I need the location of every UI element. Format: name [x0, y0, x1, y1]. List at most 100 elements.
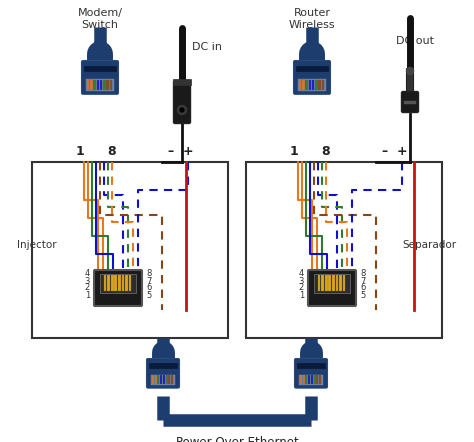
- Bar: [339, 275, 342, 291]
- Bar: [407, 68, 413, 96]
- FancyBboxPatch shape: [146, 358, 180, 388]
- Bar: [155, 375, 157, 384]
- Bar: [152, 375, 154, 384]
- Bar: [93, 80, 96, 90]
- Bar: [100, 274, 136, 293]
- Bar: [317, 375, 319, 384]
- Bar: [319, 80, 321, 90]
- Text: 3: 3: [85, 277, 90, 286]
- Text: 7: 7: [146, 277, 151, 286]
- Bar: [309, 80, 311, 90]
- Text: DC in: DC in: [192, 42, 222, 52]
- Bar: [97, 80, 99, 90]
- FancyBboxPatch shape: [82, 61, 118, 94]
- Bar: [314, 274, 350, 293]
- Text: 8: 8: [108, 145, 116, 158]
- Text: 1: 1: [85, 290, 90, 300]
- Bar: [315, 80, 318, 90]
- Bar: [336, 275, 338, 291]
- Bar: [122, 275, 124, 291]
- Circle shape: [177, 106, 186, 114]
- Text: 8: 8: [360, 270, 365, 278]
- Bar: [166, 375, 168, 384]
- Bar: [321, 275, 324, 291]
- Circle shape: [407, 68, 413, 75]
- Text: Injector: Injector: [17, 240, 56, 250]
- Bar: [319, 375, 321, 384]
- Bar: [328, 275, 331, 291]
- FancyBboxPatch shape: [401, 91, 419, 113]
- Bar: [246, 162, 442, 338]
- Text: +: +: [397, 145, 407, 158]
- Bar: [168, 375, 171, 384]
- Bar: [297, 363, 325, 368]
- Text: 2: 2: [299, 283, 304, 293]
- Bar: [160, 375, 162, 384]
- Text: 6: 6: [146, 283, 151, 293]
- Bar: [104, 275, 106, 291]
- Bar: [173, 79, 191, 85]
- Bar: [303, 375, 305, 384]
- Text: 8: 8: [146, 270, 151, 278]
- Text: 4: 4: [299, 270, 304, 278]
- Bar: [110, 80, 112, 90]
- Text: +: +: [182, 145, 193, 158]
- Text: –: –: [167, 145, 173, 158]
- Bar: [90, 80, 92, 90]
- Bar: [343, 275, 346, 291]
- Text: 1: 1: [76, 145, 84, 158]
- Bar: [114, 275, 117, 291]
- Text: 7: 7: [360, 277, 365, 286]
- FancyBboxPatch shape: [293, 61, 330, 94]
- Text: 6: 6: [360, 283, 365, 293]
- Bar: [298, 79, 326, 91]
- Bar: [302, 80, 304, 90]
- Text: DC out: DC out: [396, 36, 434, 46]
- Bar: [87, 80, 89, 90]
- Bar: [171, 375, 173, 384]
- Circle shape: [180, 108, 184, 112]
- Bar: [107, 80, 109, 90]
- FancyBboxPatch shape: [173, 80, 191, 123]
- Bar: [300, 375, 302, 384]
- Bar: [404, 101, 416, 104]
- Bar: [32, 162, 228, 338]
- Bar: [325, 275, 328, 291]
- Bar: [308, 375, 310, 384]
- Bar: [149, 363, 177, 368]
- Bar: [314, 375, 316, 384]
- Bar: [86, 79, 114, 91]
- Text: 4: 4: [85, 270, 90, 278]
- Text: Modem/
Switch: Modem/ Switch: [78, 8, 122, 30]
- Text: –: –: [381, 145, 387, 158]
- Text: 5: 5: [146, 290, 151, 300]
- Bar: [312, 80, 314, 90]
- Bar: [311, 375, 313, 384]
- Text: 5: 5: [360, 290, 365, 300]
- Bar: [151, 375, 175, 385]
- Text: 3: 3: [299, 277, 304, 286]
- FancyBboxPatch shape: [294, 358, 328, 388]
- Bar: [318, 275, 320, 291]
- Bar: [299, 80, 301, 90]
- Bar: [107, 275, 110, 291]
- Bar: [306, 80, 308, 90]
- Bar: [332, 275, 335, 291]
- Text: 8: 8: [322, 145, 330, 158]
- Text: 2: 2: [85, 283, 90, 293]
- Bar: [111, 275, 113, 291]
- Bar: [157, 375, 159, 384]
- Bar: [306, 375, 308, 384]
- Bar: [299, 375, 323, 385]
- Bar: [118, 275, 121, 291]
- FancyBboxPatch shape: [94, 270, 142, 306]
- Text: 1: 1: [290, 145, 298, 158]
- Bar: [103, 80, 106, 90]
- FancyBboxPatch shape: [308, 270, 356, 306]
- Bar: [100, 80, 102, 90]
- Text: Separador: Separador: [403, 240, 457, 250]
- Text: Router
Wireless: Router Wireless: [289, 8, 335, 30]
- Text: 1: 1: [299, 290, 304, 300]
- Bar: [322, 80, 324, 90]
- Bar: [129, 275, 131, 291]
